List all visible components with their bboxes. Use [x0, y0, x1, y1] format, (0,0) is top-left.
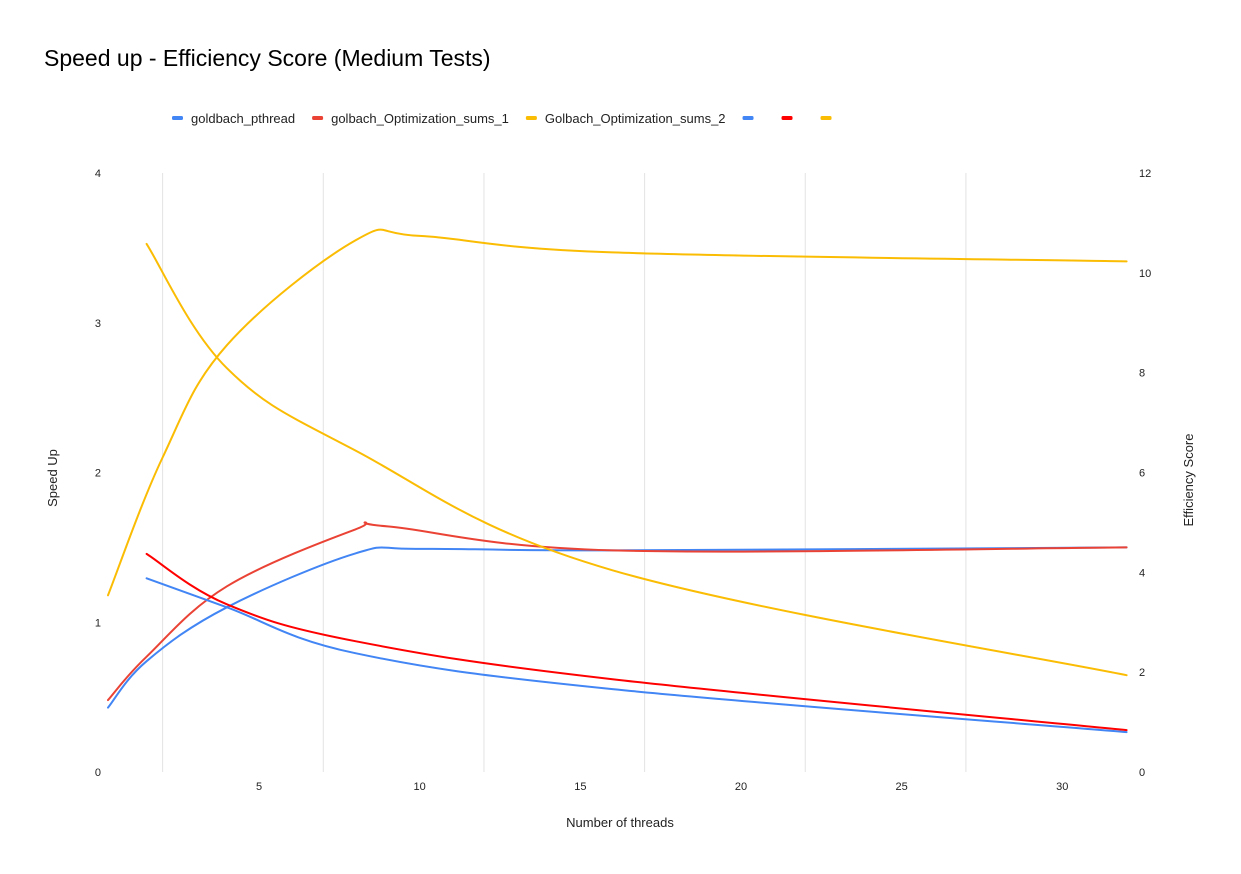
- legend-label-1: goldbach_pthread: [191, 111, 295, 126]
- x-axis-ticks: 5 10 15 20 25 30: [256, 781, 1068, 793]
- right-y-tick-label: 6: [1139, 468, 1145, 480]
- legend-label-3: Golbach_Optimization_sums_2: [545, 111, 726, 126]
- legend-swatch-3: [525, 116, 537, 120]
- series-line-6: [145, 242, 1128, 677]
- right-y-tick-label: 10: [1139, 268, 1151, 280]
- left-y-tick-label: 0: [95, 767, 101, 779]
- x-tick-label: 30: [1056, 781, 1068, 793]
- legend-label-2: golbach_Optimization_sums_1: [331, 111, 509, 126]
- left-y-axis-ticks: 0 1 2 3 4: [95, 168, 101, 779]
- right-y-tick-label: 4: [1139, 567, 1145, 579]
- right-y-axis-title: Efficiency Score: [1181, 434, 1196, 527]
- right-y-tick-label: 12: [1139, 168, 1151, 180]
- x-axis-title: Number of threads: [566, 815, 674, 830]
- legend-swatch-4: [742, 116, 754, 120]
- right-y-axis-ticks: 0 2 4 6 8 10 12: [1139, 168, 1151, 779]
- left-y-tick-label: 3: [95, 318, 101, 330]
- series-lines: [107, 228, 1128, 734]
- series-line-5: [145, 552, 1128, 732]
- legend: goldbach_pthread golbach_Optimization_sum…: [172, 111, 832, 126]
- left-y-axis-title: Speed Up: [45, 449, 60, 507]
- legend-swatch-1: [172, 116, 183, 120]
- series-line-1: [107, 546, 1128, 709]
- left-y-tick-label: 1: [95, 617, 101, 629]
- legend-swatch-6: [820, 116, 832, 120]
- legend-swatch-2: [312, 116, 324, 120]
- right-y-tick-label: 0: [1139, 767, 1145, 779]
- x-tick-label: 15: [574, 781, 586, 793]
- legend-swatch-5: [781, 116, 793, 120]
- x-tick-label: 20: [735, 781, 747, 793]
- chart-title: Speed up - Efficiency Score (Medium Test…: [44, 45, 491, 71]
- series-line-3: [107, 228, 1128, 597]
- x-tick-label: 10: [414, 781, 426, 793]
- series-line-4: [145, 577, 1128, 734]
- x-tick-label: 25: [896, 781, 908, 793]
- grid: [162, 173, 967, 772]
- left-y-tick-label: 2: [95, 468, 101, 480]
- x-tick-label: 5: [256, 781, 262, 793]
- left-y-tick-label: 4: [95, 168, 101, 180]
- right-y-tick-label: 2: [1139, 667, 1145, 679]
- right-y-tick-label: 8: [1139, 368, 1145, 380]
- series-line-2: [107, 521, 1128, 702]
